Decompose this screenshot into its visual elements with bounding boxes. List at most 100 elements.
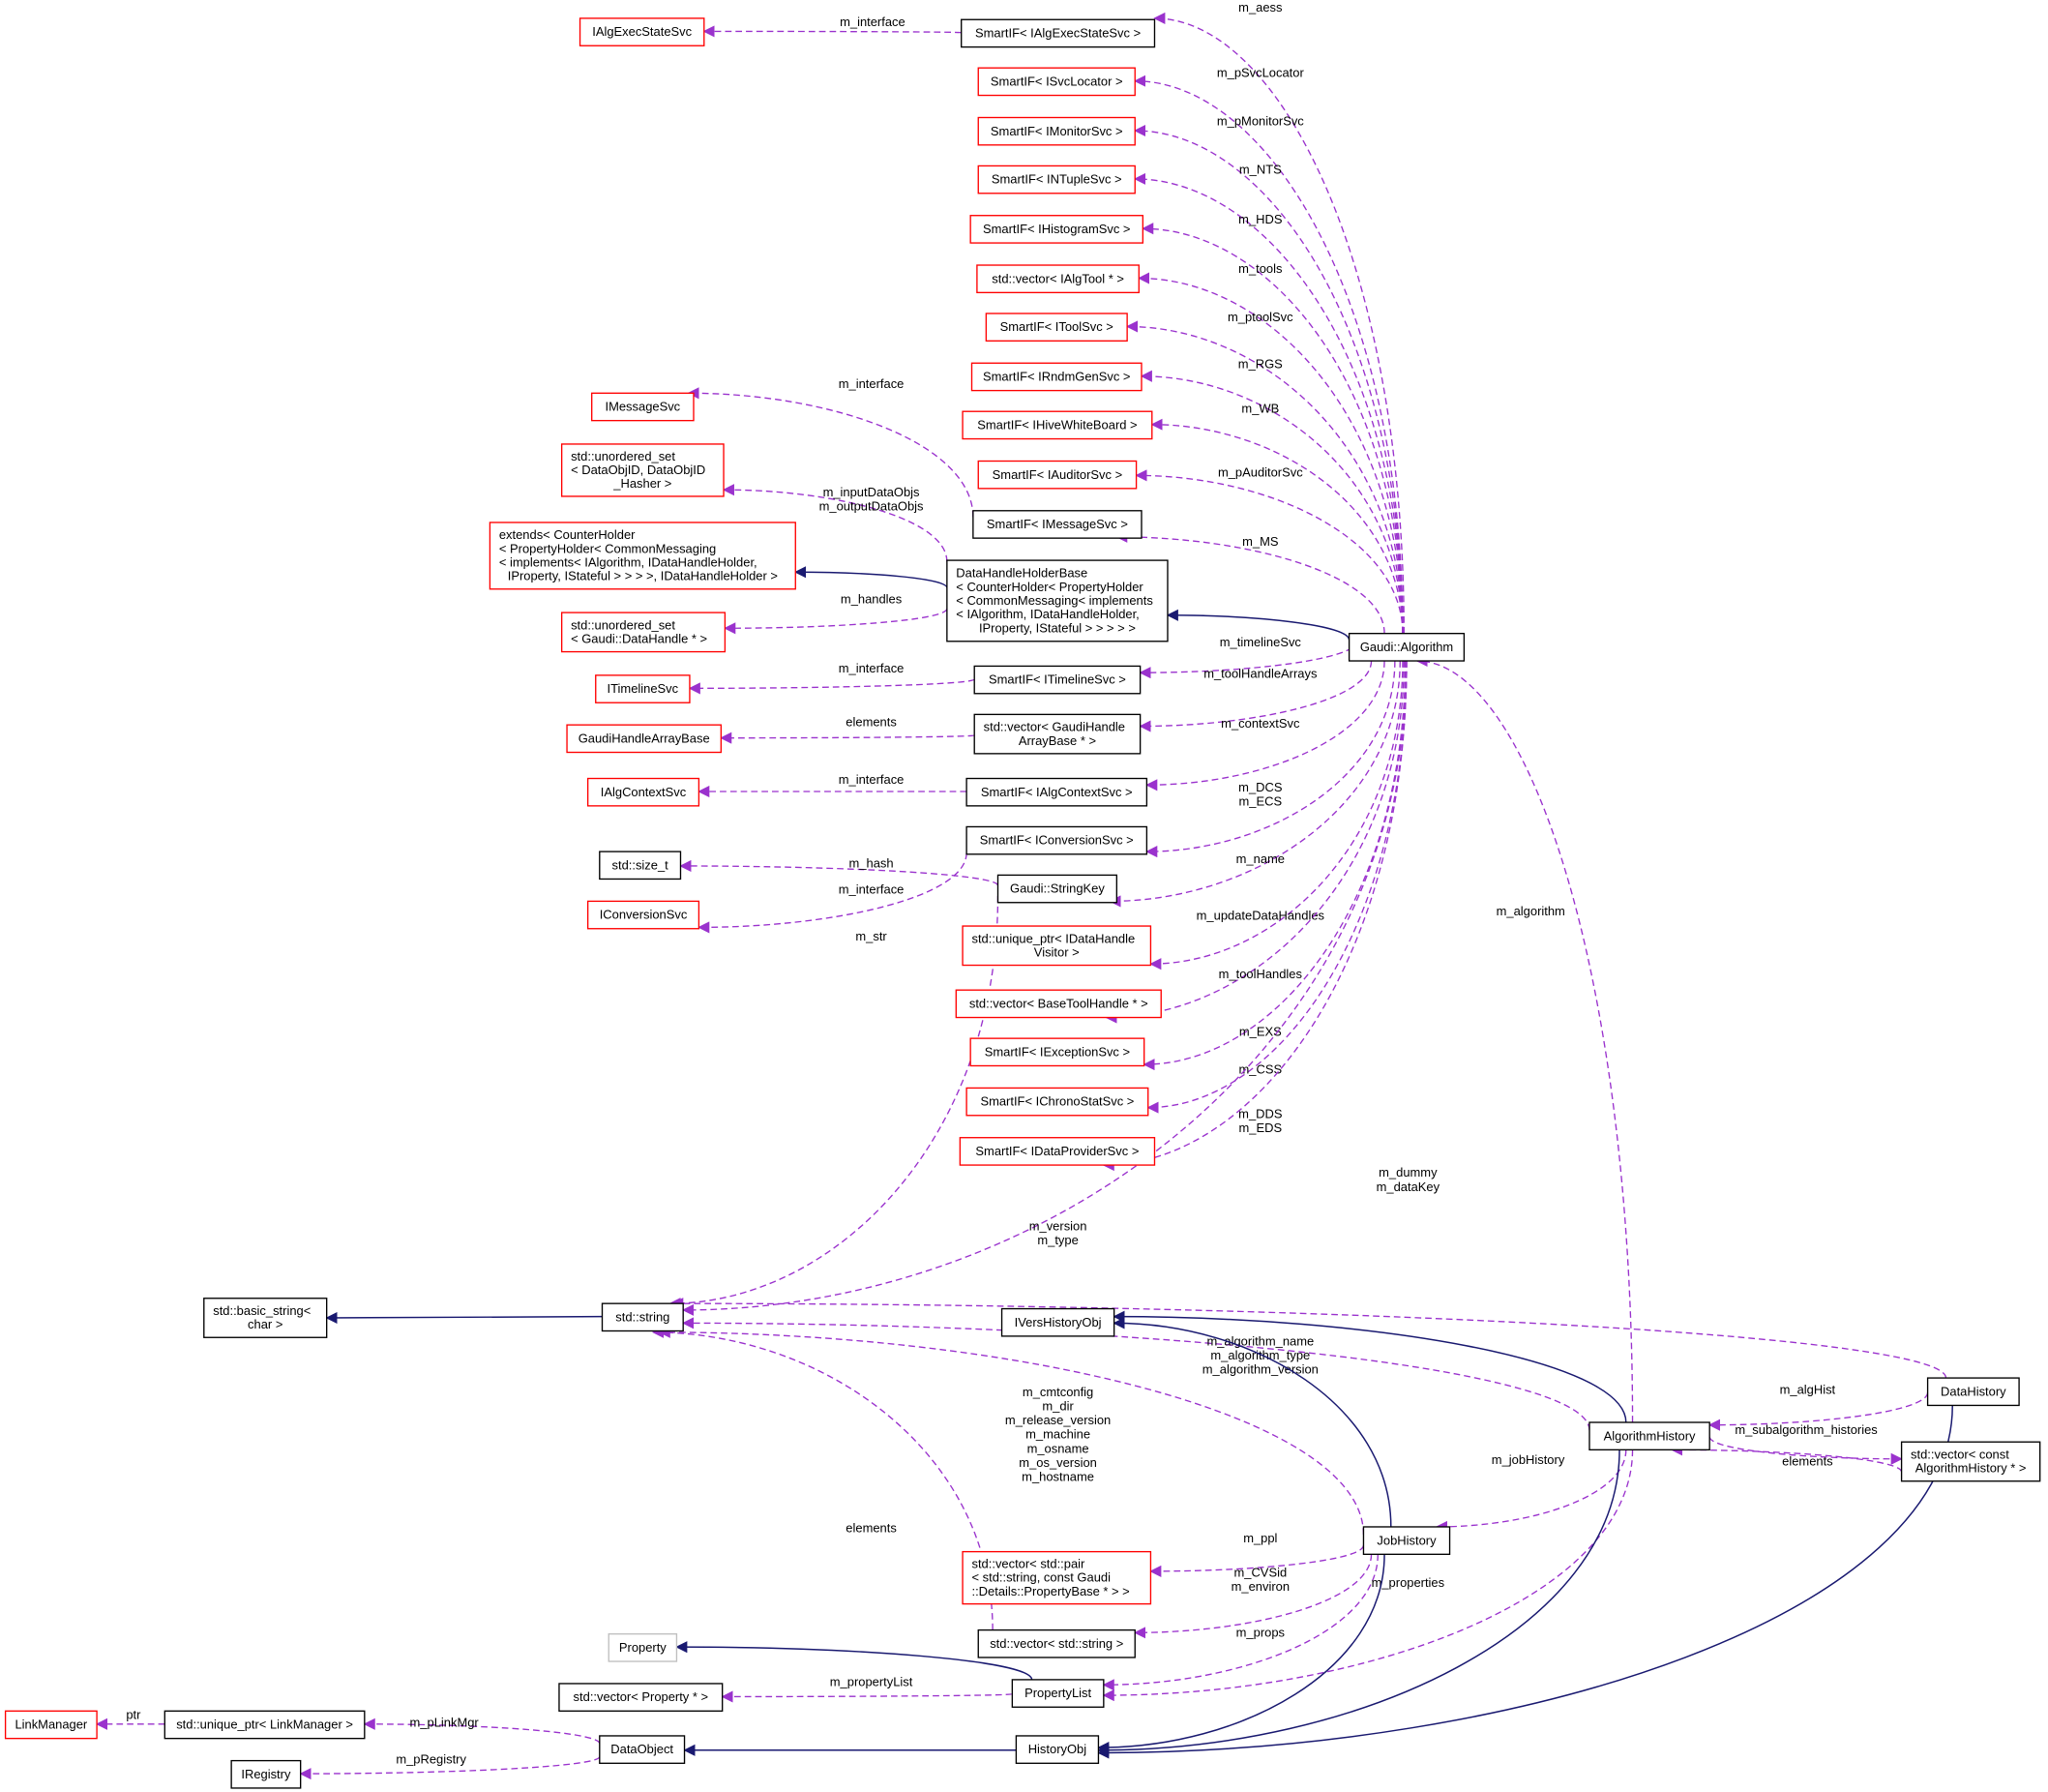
edge-label: m_pSvcLocator (1217, 66, 1305, 80)
node-ivers-history-obj[interactable]: IVersHistoryObj (1000, 1307, 1115, 1337)
node-box (566, 724, 723, 754)
node-label: SmartIF< IAlgContextSvc > (981, 785, 1133, 799)
edge-label: m_os_version (1019, 1455, 1097, 1470)
node-box (977, 67, 1136, 97)
node-basic-string[interactable]: std::basic_string<char > (203, 1298, 328, 1338)
node-vector-string[interactable]: std::vector< std::string > (977, 1628, 1136, 1658)
node-data-object[interactable]: DataObject (599, 1735, 686, 1764)
node-unordered-set-data-obj-id[interactable]: std::unordered_set< DataObjID, DataObjID… (560, 443, 725, 497)
node-smart-if-ihive-white-board[interactable]: SmartIF< IHiveWhiteBoard > (962, 410, 1153, 440)
node-box (203, 1298, 328, 1338)
node-vector-base-tool-handle[interactable]: std::vector< BaseToolHandle * > (955, 989, 1162, 1019)
node-smart-if-imessage-svc[interactable]: SmartIF< IMessageSvc > (972, 510, 1143, 539)
node-string-key[interactable]: Gaudi::StringKey (996, 874, 1118, 904)
node-label: < CounterHolder< PropertyHolder (956, 580, 1143, 594)
node-smart-if-intuple-svc[interactable]: SmartIF< INTupleSvc > (977, 164, 1136, 194)
node-extends-counter-holder[interactable]: extends< CounterHolder< PropertyHolder< … (489, 522, 796, 590)
edge-label: m_pAuditorSvc (1218, 465, 1303, 480)
node-smart-if-ialg-context-svc[interactable]: SmartIF< IAlgContextSvc > (965, 777, 1148, 807)
member-edge (1135, 469, 1404, 634)
node-vector-pair[interactable]: std::vector< std::pair< std::string, con… (962, 1550, 1152, 1605)
node-smart-if-ialg-exec-state-svc[interactable]: SmartIF< IAlgExecStateSvc > (961, 18, 1156, 48)
node-ialg-exec-state-svc[interactable]: IAlgExecStateSvc (579, 17, 705, 46)
node-label: JobHistory (1377, 1533, 1437, 1547)
member-edge (1125, 320, 1404, 634)
node-smart-if-iauditor-svc[interactable]: SmartIF< IAuditorSvc > (977, 460, 1138, 490)
node-label: _Hasher > (612, 476, 671, 491)
node-smart-if-ihistogram-svc[interactable]: SmartIF< IHistogramSvc > (969, 215, 1144, 244)
node-smart-if-itimeline-svc[interactable]: SmartIF< ITimelineSvc > (973, 665, 1142, 695)
node-label: std::basic_string< (213, 1303, 311, 1318)
node-unordered-set-data-handle[interactable]: std::unordered_set< Gaudi::DataHandle * … (560, 612, 727, 653)
node-ialg-context-svc[interactable]: IAlgContextSvc (586, 777, 700, 807)
node-box (230, 1759, 302, 1789)
edge-smart-if-itimeline-svc-to-itimeline-svc: m_interface (688, 661, 975, 695)
node-job-history[interactable]: JobHistory (1362, 1526, 1451, 1556)
node-gaudi-algorithm[interactable]: Gaudi::Algorithm (1348, 633, 1466, 662)
edge-gaudi-algorithm-to-smart-if-iauditor-svc: m_pAuditorSvc (1135, 465, 1404, 634)
node-smart-if-imonitor-svc[interactable]: SmartIF< IMonitorSvc > (977, 116, 1136, 146)
member-edge (1143, 661, 1407, 1071)
node-smart-if-isvc-locator[interactable]: SmartIF< ISvcLocator > (977, 67, 1136, 97)
member-edge (1140, 370, 1404, 634)
edge-label: elements (846, 1520, 896, 1535)
edge-label: m_subalgorithm_histories (1735, 1422, 1877, 1437)
node-link-manager[interactable]: LinkManager (4, 1710, 98, 1740)
node-property-list[interactable]: PropertyList (1011, 1679, 1105, 1708)
node-label: SmartIF< IHistogramSvc > (983, 222, 1130, 236)
node-imessage-svc[interactable]: IMessageSvc (591, 392, 695, 422)
edge-gaudi-algorithm-to-vector-ialg-tool: m_tools (1138, 261, 1404, 634)
edge-vector-string-to-string: elements (651, 1326, 994, 1630)
node-property[interactable]: Property (608, 1632, 678, 1662)
edge-algorithm-history-to-job-history: m_jobHistory (1435, 1449, 1627, 1534)
node-smart-if-iconversion-svc[interactable]: SmartIF< IConversionSvc > (965, 825, 1148, 855)
edge-label: m_machine (1025, 1427, 1090, 1442)
member-edge (1145, 661, 1385, 791)
node-smart-if-irndm-gen-svc[interactable]: SmartIF< IRndmGenSvc > (970, 362, 1143, 392)
node-label: char > (248, 1317, 282, 1331)
node-label: Visitor > (1034, 944, 1080, 959)
inheritance-edge (1166, 609, 1350, 641)
edge-label: m_RGS (1238, 357, 1283, 372)
edge-label: m_dummy (1379, 1165, 1438, 1180)
node-unique-ptr-link-manager[interactable]: std::unique_ptr< LinkManager > (163, 1710, 366, 1740)
node-history-obj[interactable]: HistoryObj (1015, 1735, 1100, 1764)
edge-label: m_algorithm_name (1206, 1333, 1314, 1348)
node-label: IProperty, IStateful > > > >, IDataHandl… (508, 569, 778, 583)
member-edge (1105, 661, 1405, 1024)
edge-gaudi-algorithm-to-smart-if-ihive-white-board: m_WB (1150, 402, 1404, 634)
node-smart-if-itool-svc[interactable]: SmartIF< IToolSvc > (985, 313, 1128, 342)
node-algorithm-history[interactable]: AlgorithmHistory (1588, 1421, 1710, 1451)
inheritance-edge (1097, 1405, 1953, 1759)
node-vector-ialg-tool[interactable]: std::vector< IAlgTool * > (976, 264, 1140, 294)
node-box (977, 116, 1136, 146)
node-vector-property[interactable]: std::vector< Property * > (558, 1683, 724, 1712)
edge-label: m_hostname (1022, 1469, 1094, 1483)
node-gaudi-handle-array-base[interactable]: GaudiHandleArrayBase (566, 724, 723, 754)
node-smart-if-idata-provider-svc[interactable]: SmartIF< IDataProviderSvc > (959, 1137, 1156, 1166)
node-string[interactable]: std::string (601, 1302, 684, 1332)
node-size-t[interactable]: std::size_t (599, 851, 682, 881)
edge-label: m_props (1236, 1625, 1285, 1639)
node-label: SmartIF< IRndmGenSvc > (983, 370, 1130, 384)
edge-label: m_CVSid (1233, 1565, 1287, 1579)
edge-label: elements (1782, 1454, 1833, 1469)
node-label: < CommonMessaging< implements (956, 593, 1152, 608)
node-data-handle-holder-base[interactable]: DataHandleHolderBase< CounterHolder< Pro… (946, 559, 1169, 642)
member-edge (671, 1298, 1947, 1379)
member-edge (1149, 1544, 1365, 1577)
node-label: std::unique_ptr< LinkManager > (176, 1717, 353, 1732)
node-smart-if-ichrono-stat-svc[interactable]: SmartIF< IChronoStatSvc > (965, 1087, 1149, 1117)
edge-vector-const-algorithm-history-to-algorithm-history: elements (1670, 1444, 1903, 1473)
node-data-history[interactable]: DataHistory (1926, 1377, 2020, 1407)
edge-label: m_DCS (1238, 780, 1283, 794)
node-smart-if-iexception-svc[interactable]: SmartIF< IExceptionSvc > (969, 1037, 1145, 1067)
member-edge (299, 1755, 601, 1780)
node-iconversion-svc[interactable]: IConversionSvc (586, 900, 700, 930)
node-iregistry[interactable]: IRegistry (230, 1759, 302, 1789)
node-vector-gaudi-handle-array-base[interactable]: std::vector< GaudiHandleArrayBase * > (973, 713, 1142, 755)
node-box (1348, 633, 1466, 662)
node-itimeline-svc[interactable]: ITimelineSvc (595, 674, 691, 703)
